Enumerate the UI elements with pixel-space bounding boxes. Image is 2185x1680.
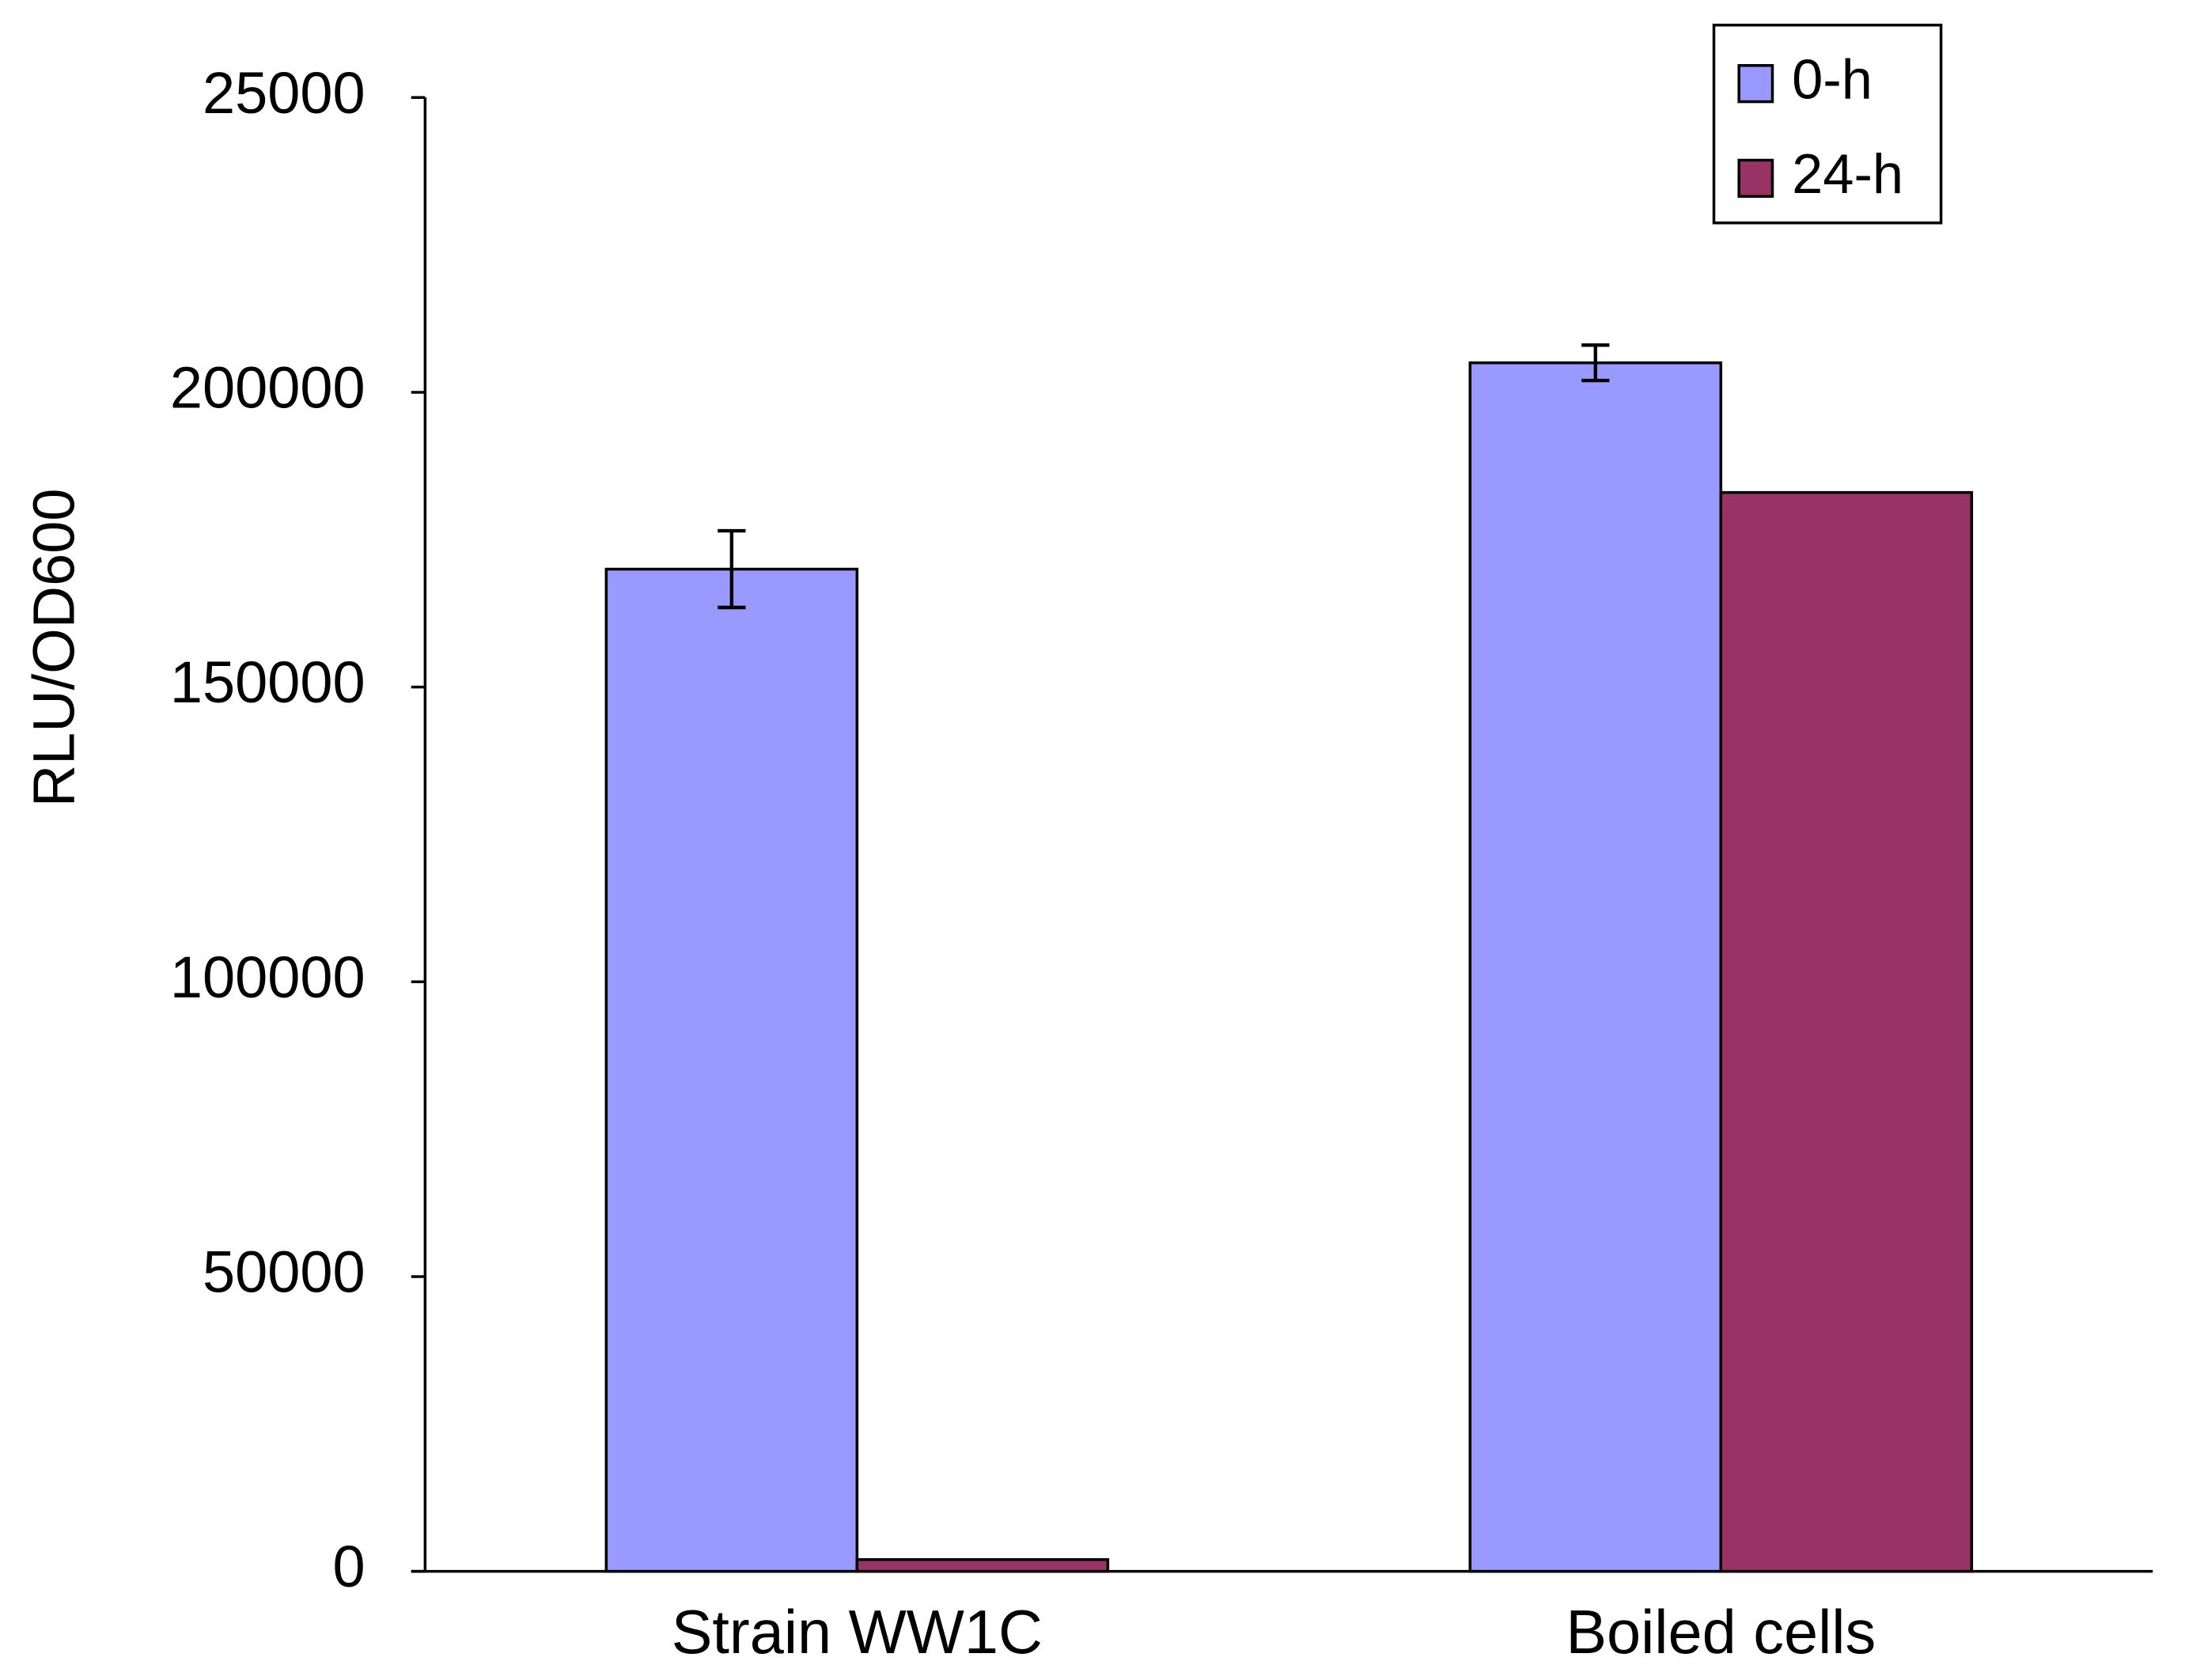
legend-swatch <box>1737 158 1774 199</box>
y-axis-label: RLU/OD600 <box>21 489 87 808</box>
bar <box>1468 361 1723 1573</box>
y-tick-label: 50000 <box>203 1239 365 1305</box>
y-tick-label: 200000 <box>170 354 365 420</box>
bar <box>604 567 859 1573</box>
legend-label: 0-h <box>1792 47 1873 110</box>
error-bar <box>718 528 746 610</box>
x-tick-label: Boiled cells <box>1566 1599 1876 1667</box>
legend-label: 24-h <box>1792 142 1903 205</box>
bar <box>1719 490 1974 1573</box>
error-bar <box>1581 343 1610 383</box>
x-tick-label: Strain WW1C <box>672 1599 1043 1667</box>
bar <box>855 1557 1110 1573</box>
legend-swatch <box>1737 64 1774 104</box>
y-tick-label: 0 <box>333 1534 365 1599</box>
y-tick-label: 150000 <box>170 649 365 715</box>
y-tick-label: 100000 <box>170 944 365 1010</box>
y-tick-label: 25000 <box>203 60 365 126</box>
